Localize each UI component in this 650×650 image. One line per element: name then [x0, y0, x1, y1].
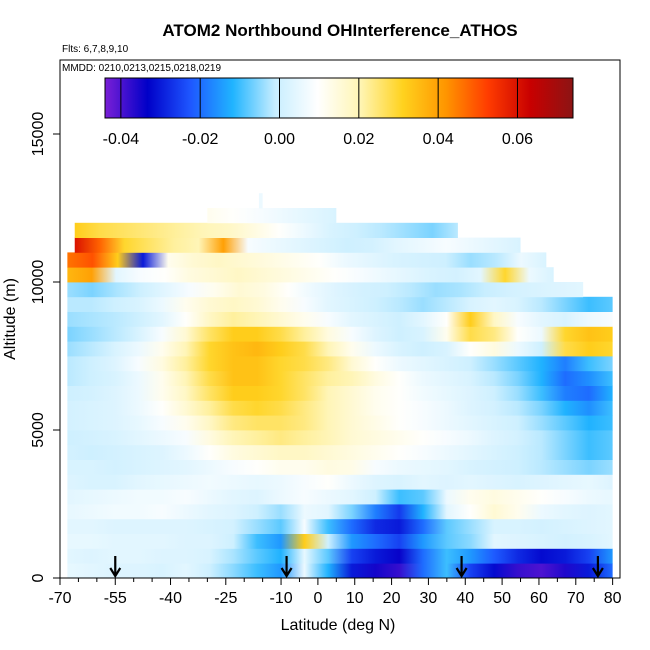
y-tick-label: 0 — [30, 573, 47, 582]
flight-arrow — [280, 556, 293, 579]
heatmap-layer — [67, 474, 613, 490]
y-tick-label: 10000 — [30, 260, 47, 305]
heatmap-layer — [67, 370, 613, 386]
x-tick-label: 40 — [456, 590, 474, 607]
x-tick-label: 70 — [567, 590, 585, 607]
heatmap-layer — [67, 430, 613, 446]
colorbar-tick-label: 0.02 — [343, 131, 374, 148]
x-tick-label: -55 — [104, 590, 127, 607]
y-tick-label: 5000 — [30, 412, 47, 448]
colorbar-tick-label: 0.04 — [423, 131, 454, 148]
heatmap-layer — [67, 267, 554, 283]
heatmap-layer — [67, 326, 613, 342]
flight-arrow-head — [455, 567, 468, 579]
y-tick-label: 15000 — [30, 112, 47, 157]
x-axis: -70 -55 -40 -25 -10 0 10 20 30 40 50 60 70 80 — [48, 577, 622, 607]
heatmap-layer — [67, 548, 613, 564]
colorbar: -0.04 -0.02 0.00 0.02 0.04 0.06 — [103, 77, 574, 148]
flight-arrow-head — [280, 567, 293, 579]
heatmap-layer — [67, 489, 613, 505]
y-axis-title: Altitude (m) — [2, 278, 19, 360]
flight-arrows — [109, 556, 604, 579]
heatmap-layer — [67, 282, 584, 298]
heatmap-layer — [207, 208, 337, 224]
heatmap-layers — [67, 193, 613, 578]
colorbar-ticks: -0.04 -0.02 0.00 0.02 0.04 0.06 — [103, 78, 533, 148]
x-tick-label: 0 — [313, 590, 322, 607]
y-axis: 0 5000 10000 15000 — [30, 112, 61, 582]
heatmap-layer — [67, 356, 613, 372]
x-axis-title: Latitude (deg N) — [281, 617, 396, 634]
dates-label: MMDD: 0210,0213,0215,0218,0219 — [62, 63, 221, 74]
x-tick-label: 60 — [530, 590, 548, 607]
x-tick-label: 80 — [604, 590, 622, 607]
colorbar-tick-label: 0.06 — [502, 131, 533, 148]
x-tick-label: 10 — [346, 590, 364, 607]
heatmap-layer — [74, 237, 521, 253]
colorbar-tick-label: -0.02 — [182, 131, 219, 148]
flight-arrow — [591, 556, 604, 579]
heatmap-layer — [67, 459, 613, 475]
heatmap-layer — [67, 296, 613, 312]
heatmap-layer — [67, 252, 547, 268]
flight-arrow — [455, 556, 468, 579]
colorbar-tick-label: -0.04 — [103, 131, 140, 148]
heatmap-layer — [67, 415, 613, 431]
x-tick-label: -25 — [214, 590, 237, 607]
x-tick-label: 20 — [383, 590, 401, 607]
heatmap-layer — [67, 385, 613, 401]
flights-label: Flts: 6,7,8,9,10 — [62, 44, 129, 55]
x-tick-label: -70 — [48, 590, 71, 607]
heatmap-layer — [67, 504, 613, 520]
heatmap-layer — [67, 563, 613, 578]
heatmap-layer — [67, 400, 613, 416]
flight-arrow-head — [591, 567, 604, 579]
x-tick-label: 30 — [420, 590, 438, 607]
flight-arrow-head — [109, 567, 122, 579]
flight-arrow — [109, 556, 122, 579]
heatmap-layer — [67, 533, 613, 549]
colorbar-tick-label: 0.00 — [264, 131, 295, 148]
x-tick-label: -40 — [159, 590, 182, 607]
heatmap-layer — [67, 444, 613, 460]
heatmap-layer — [258, 193, 263, 209]
chart-title: ATOM2 Northbound OHInterference_ATHOS — [162, 21, 517, 40]
x-tick-label: -10 — [269, 590, 292, 607]
heatmap-layer — [67, 341, 613, 357]
heatmap-layer — [74, 222, 458, 238]
heatmap-layer — [67, 518, 613, 534]
x-tick-label: 50 — [493, 590, 511, 607]
colorbar-box — [104, 77, 574, 119]
heatmap-layer — [67, 311, 613, 327]
